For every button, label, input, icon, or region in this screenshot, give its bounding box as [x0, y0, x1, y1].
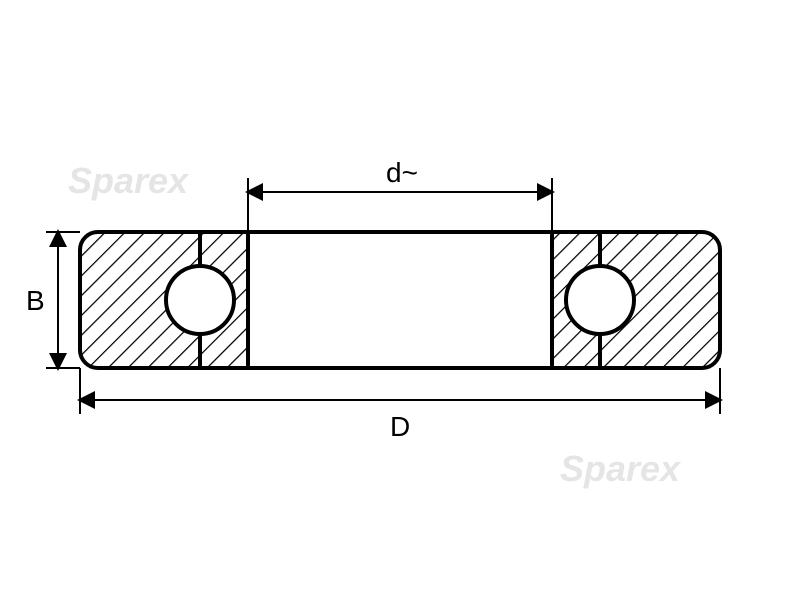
dim-D-label: D [390, 411, 410, 442]
bearing-diagram-svg: B d~ D [0, 0, 800, 600]
right-ball [566, 266, 634, 334]
dim-d-label: d~ [386, 157, 418, 188]
left-ball [166, 266, 234, 334]
dimension-d: d~ [248, 157, 552, 232]
diagram-stage: B d~ D Sparex Sparex [0, 0, 800, 600]
dimension-B: B [26, 232, 80, 368]
dim-B-label: B [26, 285, 45, 316]
dimension-D: D [80, 368, 720, 442]
